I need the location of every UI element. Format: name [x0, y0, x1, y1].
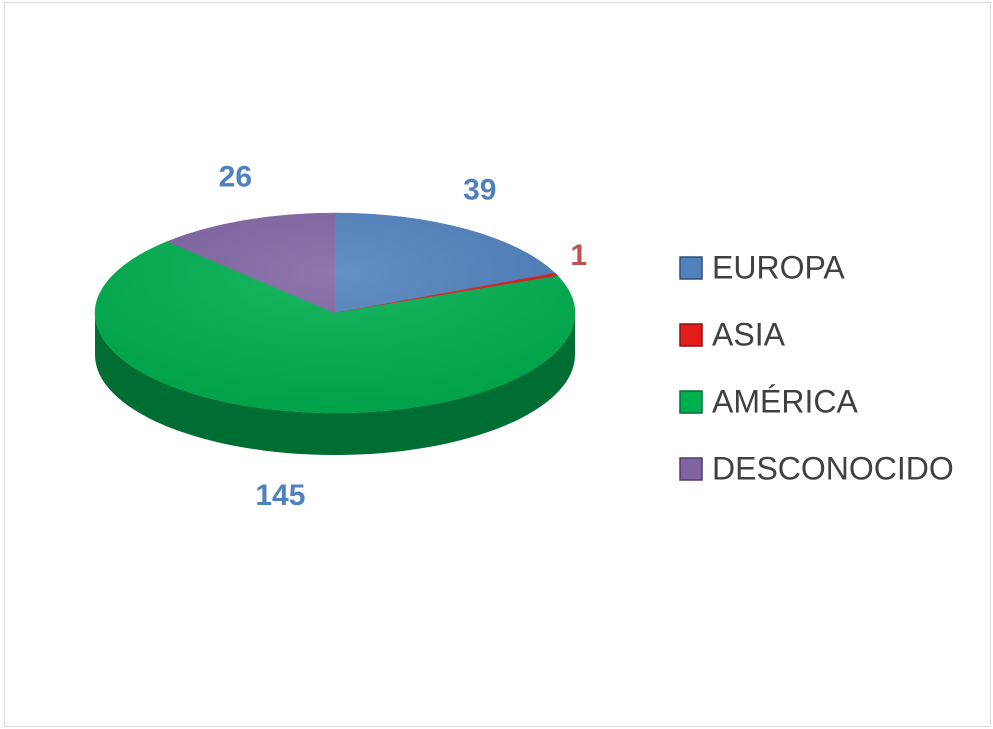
- slice-side: [95, 313, 575, 455]
- data-label: 1: [570, 239, 587, 272]
- legend-label: DESCONOCIDO: [712, 450, 954, 486]
- data-label: 39: [463, 174, 496, 207]
- legend-swatch: [679, 390, 703, 414]
- legend-swatch: [679, 457, 703, 481]
- legend-swatch: [679, 256, 703, 280]
- legend-label: EUROPA: [712, 249, 845, 285]
- legend-label: ASIA: [712, 316, 786, 352]
- pie-shading: [95, 213, 575, 413]
- legend-swatch: [679, 323, 703, 347]
- data-label: 26: [219, 161, 252, 194]
- legend-label: AMÉRICA: [712, 383, 858, 419]
- data-label: 145: [255, 479, 305, 512]
